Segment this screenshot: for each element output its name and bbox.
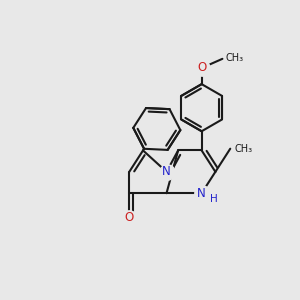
- Text: CH₃: CH₃: [234, 144, 252, 154]
- Text: O: O: [125, 211, 134, 224]
- Text: H: H: [210, 194, 217, 204]
- Text: N: N: [197, 187, 206, 200]
- Text: O: O: [197, 61, 206, 74]
- Text: N: N: [162, 165, 171, 178]
- Text: CH₃: CH₃: [225, 53, 244, 63]
